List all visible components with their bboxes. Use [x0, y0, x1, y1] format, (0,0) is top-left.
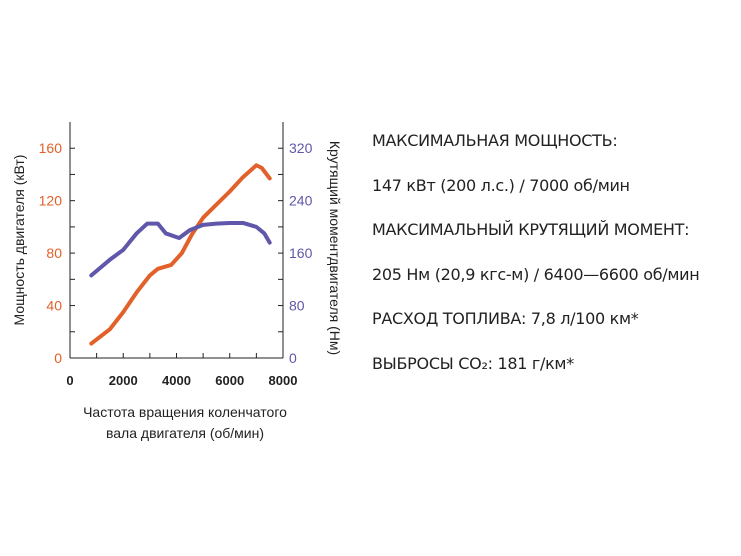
y2-tick-label: 320 [289, 140, 313, 156]
y2-tick-label: 0 [289, 350, 297, 366]
max-torque-label: МАКСИМАЛЬНЫЙ КРУТЯЩИЙ МОМЕНТ: [372, 220, 690, 240]
torque-line [89, 220, 272, 278]
max-torque-value: 205 Нм (20,9 кгс-м) / 6400—6600 об/мин [372, 264, 700, 284]
y2-tick-label: 80 [289, 298, 305, 314]
power-line [89, 163, 272, 346]
co2-emissions: ВЫБРОСЫ CO₂: 181 г/км* [372, 353, 574, 373]
x-tick-label: 0 [66, 373, 73, 388]
y-tick-label: 40 [46, 298, 62, 314]
x-axis-label: Частота вращения коленчатого [83, 404, 287, 420]
y-tick-label: 160 [39, 140, 63, 156]
y2-tick-label: 160 [289, 245, 313, 261]
y-axis-label: Мощность двигателя (кВт) [11, 155, 27, 326]
max-power-value: 147 кВт (200 л.с.) / 7000 об/мин [372, 175, 630, 195]
x-tick-label: 4000 [162, 373, 191, 388]
y-tick-label: 0 [54, 350, 62, 366]
y2-axis-label: Крутящий моментдвигателя (Нм) [327, 141, 343, 355]
max-power-label: МАКСИМАЛЬНАЯ МОЩНОСТЬ: [372, 131, 618, 150]
y-tick-label: 120 [39, 193, 63, 209]
x-tick-label: 2000 [109, 373, 138, 388]
x-axis-label: вала двигателя (об/мин) [106, 425, 264, 441]
x-tick-label: 8000 [269, 373, 298, 388]
power-torque-chart: 0 2000 4000 6000 8000 0 40 80 120 160 0 80 160 240 320… [11, 122, 343, 441]
x-tick-label: 6000 [215, 373, 244, 388]
specs-list: МАКСИМАЛЬНАЯ МОЩНОСТЬ: 147 кВт (200 л.с.… [372, 128, 700, 396]
y2-tick-label: 240 [289, 193, 313, 209]
fuel-consumption: РАСХОД ТОПЛИВА: 7,8 л/100 км* [372, 309, 639, 329]
y-tick-label: 80 [46, 245, 62, 261]
